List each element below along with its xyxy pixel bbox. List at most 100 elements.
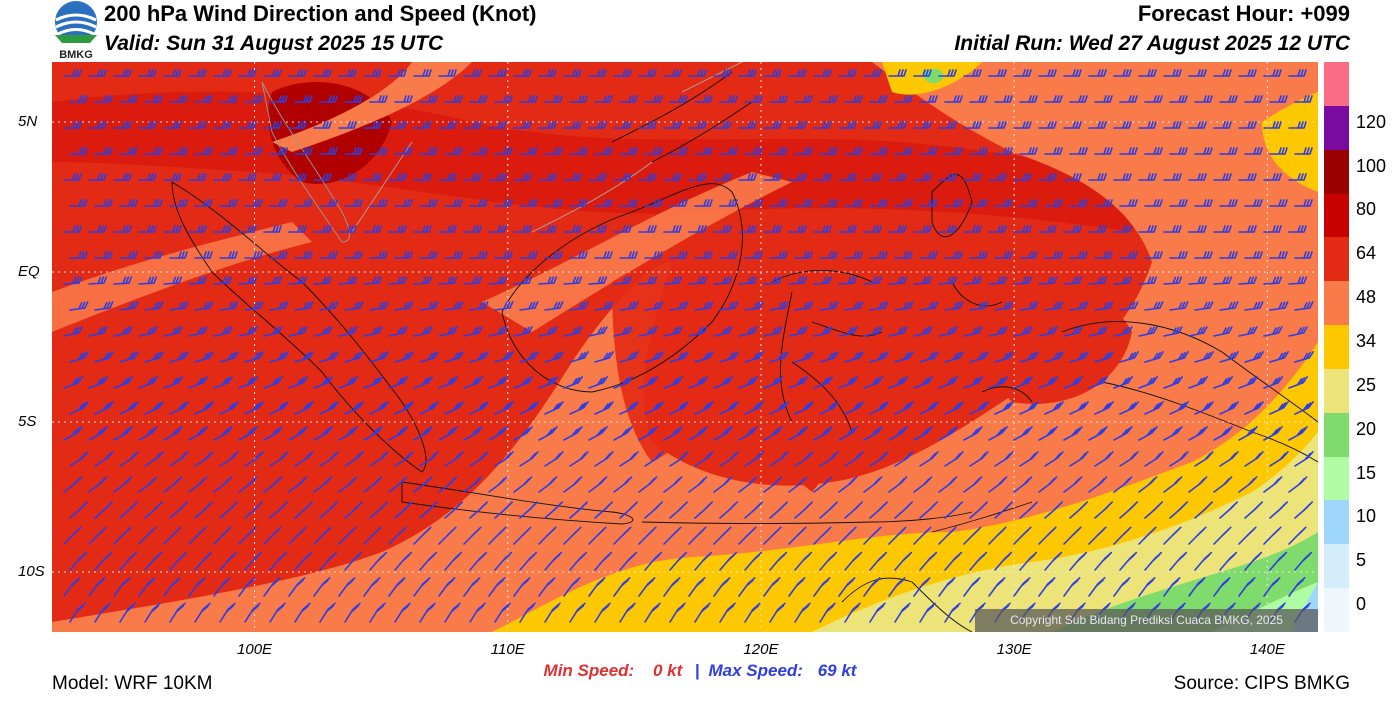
wind-barb: [738, 376, 758, 389]
wind-barb: [769, 551, 788, 571]
wind-barb: [638, 426, 658, 441]
wind-barb: [419, 401, 439, 415]
wind-barb: [669, 551, 688, 571]
wind-barb: [994, 147, 1013, 155]
wind-barb: [144, 301, 164, 311]
wind-barb: [269, 401, 289, 415]
wind-barb: [638, 476, 658, 493]
wind-barb: [988, 225, 1007, 233]
wind-barb: [813, 121, 832, 129]
wind-barb: [413, 121, 432, 129]
wind-barb: [469, 602, 486, 623]
wind-barb: [1113, 69, 1132, 77]
wind-barb: [1113, 426, 1133, 441]
wind-barb: [444, 147, 463, 155]
wind-barb: [769, 147, 788, 155]
wind-barb: [888, 69, 907, 77]
wind-barb: [669, 501, 688, 519]
wind-barb: [344, 602, 361, 623]
wind-barb: [794, 301, 814, 311]
wind-barb: [938, 376, 958, 389]
wind-barb: [288, 526, 307, 545]
wind-barb: [744, 95, 763, 103]
wind-barb: [544, 95, 563, 103]
wind-barb: [644, 351, 664, 363]
wind-barb: [169, 401, 189, 415]
wind-barb: [938, 225, 957, 233]
wind-barb: [88, 577, 106, 597]
wind-barb: [794, 147, 813, 155]
wind-barb: [969, 551, 988, 571]
wind-barb: [538, 326, 558, 337]
wind-barb: [313, 426, 333, 441]
wind-barb: [544, 501, 563, 519]
wind-barb: [494, 602, 511, 623]
wind-barb: [694, 95, 713, 103]
wind-barb: [1119, 199, 1138, 207]
wind-barb: [1144, 551, 1163, 571]
wind-barb: [463, 577, 481, 597]
wind-barb: [163, 225, 182, 233]
wind-barb: [188, 173, 207, 181]
wind-barb: [138, 173, 157, 181]
wind-barb: [944, 551, 963, 571]
wind-barb: [1244, 401, 1264, 415]
wind-barb: [119, 602, 136, 623]
wind-barb: [938, 476, 958, 493]
wind-barb: [1038, 426, 1058, 441]
wind-barb: [1194, 95, 1213, 103]
wind-barb: [1288, 376, 1308, 389]
wind-barb: [463, 376, 483, 389]
wind-region-strong-central: [612, 261, 742, 462]
wind-barb: [113, 173, 132, 181]
wind-barb: [519, 451, 539, 467]
wind-barb: [238, 326, 258, 337]
wind-barb: [719, 551, 738, 571]
wind-map: [52, 62, 1318, 632]
colorbar-label: 0: [1356, 594, 1367, 615]
wind-barb: [138, 121, 157, 129]
wind-barb: [694, 451, 714, 467]
wind-barb: [844, 95, 863, 103]
wind-barb: [713, 225, 732, 233]
wind-barb: [1169, 401, 1189, 415]
wind-barb: [163, 121, 182, 129]
wind-barb: [869, 301, 889, 311]
wind-barb: [288, 376, 308, 389]
wind-barb: [963, 276, 983, 285]
wind-barb: [563, 577, 581, 597]
wind-barb: [1238, 577, 1256, 597]
wind-barb: [1169, 501, 1188, 519]
wind-barb: [969, 451, 989, 467]
wind-barb: [488, 326, 508, 337]
wind-barb: [69, 551, 88, 571]
wind-barb: [338, 376, 358, 389]
wind-barb: [744, 301, 764, 311]
wind-barb: [69, 95, 88, 103]
colorbar-label: 20: [1356, 418, 1377, 439]
wind-barb: [1063, 426, 1083, 441]
wind-barb: [1094, 351, 1114, 363]
wind-barb: [538, 69, 557, 77]
wind-barb: [1169, 199, 1188, 207]
wind-barb: [838, 69, 857, 77]
wind-barb: [844, 501, 863, 519]
colorbar-swatch: [1324, 149, 1349, 194]
wind-barb: [94, 301, 114, 311]
coastlines: [171, 71, 1318, 632]
wind-barb: [269, 95, 288, 103]
wind-barb: [719, 95, 738, 103]
wind-barb: [163, 276, 183, 285]
wind-barb: [69, 401, 89, 415]
wind-barb: [394, 199, 413, 207]
wind-barb: [594, 501, 613, 519]
wind-barb: [438, 426, 458, 441]
wind-barb: [88, 376, 108, 389]
wind-barb: [438, 376, 458, 389]
wind-barb: [1263, 121, 1282, 129]
wind-barb: [1094, 401, 1114, 415]
wind-barb: [119, 301, 139, 311]
wind-barb: [1144, 147, 1163, 155]
wind-barb: [363, 426, 383, 441]
wind-barb: [763, 276, 783, 285]
